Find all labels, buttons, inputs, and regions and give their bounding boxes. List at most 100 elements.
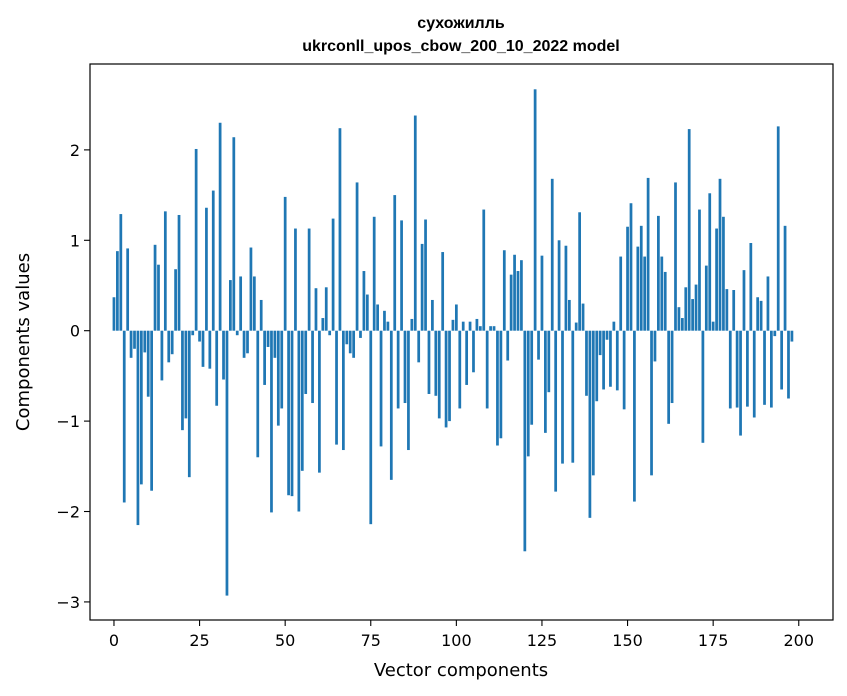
bar [770,330,773,408]
bar [643,256,647,331]
x-tick-label: 25 [189,631,209,650]
bar [352,330,356,358]
bar [715,228,718,331]
bar [465,330,469,385]
bar [283,196,287,331]
bar [520,260,523,331]
bar [410,318,414,331]
bar [722,216,725,331]
bar [564,245,568,331]
bar [530,330,534,425]
bar [780,330,784,390]
bar [181,330,184,431]
x-tick-label: 125 [527,631,558,650]
bar [232,137,236,331]
bar [177,214,181,331]
bar [403,330,407,404]
bar [574,322,578,331]
bar [235,330,239,336]
bar [335,330,338,445]
bar [670,330,674,404]
bar [362,271,366,331]
bar [424,219,427,331]
bar [468,321,472,331]
x-tick-label: 150 [612,631,643,650]
bar [633,330,636,502]
bar [790,330,794,342]
bar [379,330,383,447]
bar [588,330,592,518]
x-tick-label: 0 [109,631,119,650]
bar [526,330,530,457]
bar [581,303,585,331]
bar [222,330,225,380]
bar [246,330,249,354]
y-tick-label: −1 [56,412,80,431]
bar [506,330,510,361]
bar [752,330,756,418]
bar [609,330,612,387]
x-axis-ticks: 0 25 50 75 100 125 150 175 200 [109,620,814,650]
bar [256,330,260,458]
bar [146,330,150,397]
bar [725,289,729,331]
bar [369,330,373,525]
bar [389,330,393,480]
bar [198,330,201,342]
bar [732,290,736,331]
bar [701,330,705,443]
bar [704,265,708,331]
bar [191,330,195,336]
bar [766,276,770,331]
bar [660,256,664,331]
bar [677,307,681,331]
bar [691,299,694,331]
bar [513,254,516,331]
bar [547,330,551,393]
bar [602,330,605,390]
bar [273,330,277,358]
bar [544,330,547,433]
bar [485,330,489,409]
bar [136,330,140,526]
bar [225,330,229,596]
chart-title: сухожилль [417,15,505,32]
bar [496,330,499,446]
bar [516,271,520,331]
bar [331,218,335,331]
x-tick-label: 200 [783,631,814,650]
bar [708,193,712,331]
bar [458,330,462,409]
bar [694,284,698,331]
bar [663,271,667,331]
bar [119,214,123,331]
bar [595,330,599,402]
bar [461,321,465,331]
bar [739,330,742,436]
bar [372,216,376,331]
bar [324,287,328,331]
bar [297,330,301,512]
bar [783,225,787,331]
bar [749,243,753,331]
bar [650,330,653,476]
bar [622,330,626,410]
bar [605,330,609,340]
bar [359,330,362,338]
bar [174,269,177,331]
bar [756,297,760,331]
bar [763,330,766,405]
bar [537,330,540,360]
bar [307,228,311,331]
bar [636,246,640,331]
bar [427,330,431,394]
bar [451,319,455,331]
bar [215,330,219,406]
bar [420,243,424,331]
y-tick-label: −2 [56,503,80,522]
bar [139,330,143,485]
bar [759,300,763,331]
bar [112,297,116,331]
bar [208,330,212,369]
bar [557,240,561,331]
